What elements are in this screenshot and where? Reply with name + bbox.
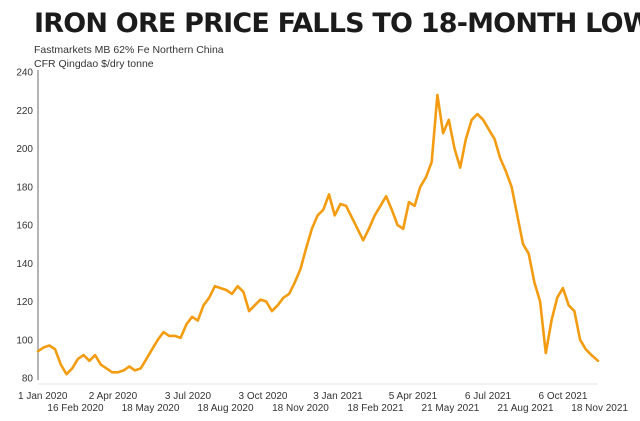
y-tick-label: 140	[16, 259, 33, 270]
x-tick-label: 3 Oct 2020	[239, 391, 288, 402]
x-tick-label: 3 Jan 2021	[313, 391, 363, 402]
y-tick-label: 100	[16, 335, 33, 346]
x-tick-label: 21 Aug 2021	[497, 403, 554, 414]
y-tick-label: 200	[16, 144, 33, 155]
x-tick-label: 18 Nov 2020	[272, 403, 329, 414]
x-tick-label: 18 Feb 2021	[347, 403, 404, 414]
chart-subtitle-line-1: Fastmarkets MB 62% Fe Northern China	[34, 44, 224, 56]
x-tick-label: 5 Apr 2021	[389, 391, 438, 402]
y-tick-label: 160	[16, 221, 33, 232]
x-tick-label: 18 May 2020	[122, 403, 180, 414]
price-series-line	[36, 93, 600, 376]
chart-title: IRON ORE PRICE FALLS TO 18-MONTH LOW	[34, 8, 640, 39]
x-tick-label: 2 Apr 2020	[89, 391, 138, 402]
y-axis: 80 100 120 140 160 180 200 220 240	[16, 68, 39, 385]
chart-subtitle-line-2: CFR Qingdao $/dry tonne	[34, 58, 154, 70]
series-layer	[36, 93, 600, 376]
y-tick-label: 240	[16, 68, 33, 79]
x-tick-label: 1 Jan 2020	[18, 391, 68, 402]
x-tick-label: 6 Oct 2021	[538, 391, 587, 402]
x-tick-label: 18 Aug 2020	[197, 403, 254, 414]
y-tick-label: 80	[22, 374, 34, 385]
y-tick-label: 120	[16, 297, 33, 308]
y-tick-label: 220	[16, 106, 33, 117]
x-tick-label: 21 May 2021	[422, 403, 480, 414]
x-tick-label: 3 Jul 2020	[165, 391, 212, 402]
x-tick-label: 16 Feb 2020	[47, 403, 104, 414]
y-tick-label: 180	[16, 182, 33, 193]
x-tick-label: 6 Jul 2021	[465, 391, 512, 402]
x-axis: 1 Jan 2020 2 Apr 2020 3 Jul 2020 3 Oct 2020…	[18, 383, 628, 414]
x-tick-label: 18 Nov 2021	[571, 403, 628, 414]
